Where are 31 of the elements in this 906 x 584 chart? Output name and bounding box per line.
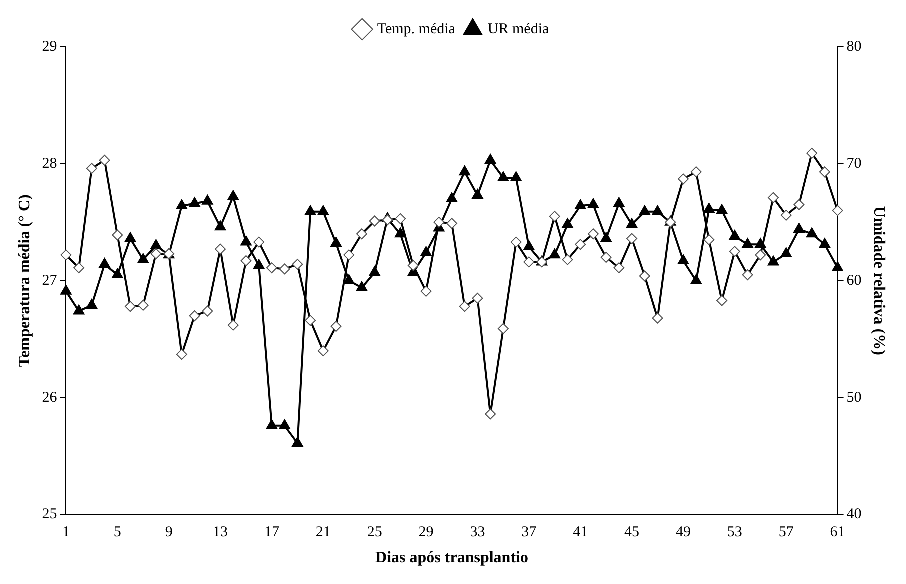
- y-tick-label: 26: [42, 390, 58, 406]
- x-axis-title: Dias após transplantio: [376, 550, 528, 567]
- x-tick-label: 33: [470, 524, 486, 541]
- x-tick-label: 25: [367, 524, 382, 541]
- legend-label: Temp. média: [377, 21, 456, 38]
- x-tick-label: 21: [316, 524, 331, 541]
- y2-axis-title: Umidade relativa (%): [870, 206, 888, 356]
- y-axis-title: Temperatura média (° C): [16, 194, 34, 368]
- x-tick-label: 61: [830, 524, 846, 541]
- x-tick-label: 29: [418, 524, 434, 541]
- x-tick-label: 9: [165, 524, 173, 541]
- legend-label: UR média: [488, 21, 550, 38]
- x-tick-label: 13: [213, 524, 228, 541]
- y2-tick-label: 40: [846, 506, 862, 523]
- x-tick-label: 37: [522, 524, 538, 541]
- y2-tick-label: 60: [846, 272, 862, 289]
- x-tick-label: 57: [778, 524, 794, 541]
- y-tick-label: 28: [42, 156, 58, 172]
- y-tick-label: 27: [42, 272, 58, 289]
- y-tick-label: 29: [42, 38, 58, 55]
- x-tick-label: 5: [114, 524, 122, 541]
- y2-tick-label: 50: [846, 390, 862, 406]
- x-tick-label: 17: [264, 524, 280, 541]
- y2-tick-label: 80: [846, 38, 862, 55]
- x-tick-label: 53: [727, 524, 742, 541]
- y-tick-label: 25: [42, 506, 58, 523]
- x-tick-label: 45: [624, 524, 640, 541]
- x-tick-label: 41: [573, 524, 588, 541]
- y2-tick-label: 70: [846, 156, 862, 172]
- x-tick-label: 49: [676, 524, 691, 541]
- x-tick-label: 1: [62, 524, 70, 541]
